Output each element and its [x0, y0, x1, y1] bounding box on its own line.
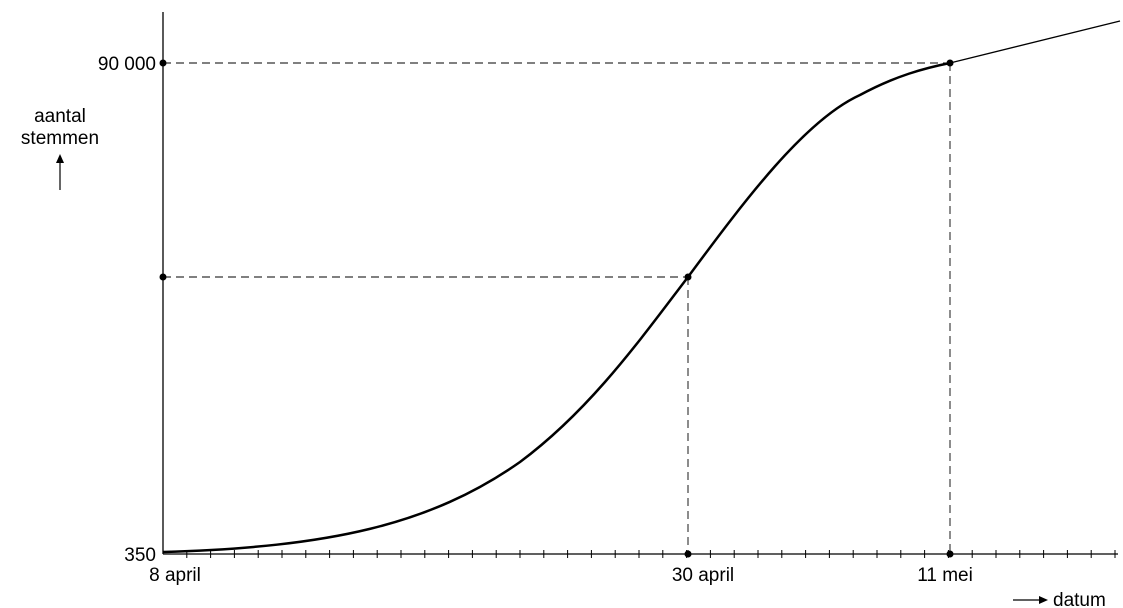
point-11-mei — [946, 59, 954, 67]
x-tick-label-30-april: 30 april — [672, 565, 734, 586]
guides — [163, 62, 951, 554]
x-axis-ticks — [186, 550, 1116, 558]
point-30-april — [684, 273, 692, 281]
series-line — [162, 61, 951, 554]
y-tick-label-350: 350 — [124, 545, 156, 566]
y-tick-label-90000: 90 000 — [98, 54, 156, 75]
x-tick-label-11-mei: 11 mei — [917, 565, 973, 586]
x-axis-label: datum — [1053, 590, 1106, 608]
y-axis-dot-90000 — [159, 59, 167, 67]
y-axis-label-line1: aantal — [34, 106, 86, 127]
y-axis-label-line2: stemmen — [21, 128, 99, 149]
x-axis-dot-11-mei — [946, 550, 954, 558]
series-line-extension — [949, 20, 1121, 64]
x-axis-label-arrow — [1013, 596, 1048, 604]
x-tick-label-8-april: 8 april — [149, 565, 201, 586]
x-axis-dot-30-april — [684, 550, 692, 558]
y-axis-dot-55000 — [159, 273, 167, 281]
y-axis-label-arrow — [56, 154, 64, 190]
